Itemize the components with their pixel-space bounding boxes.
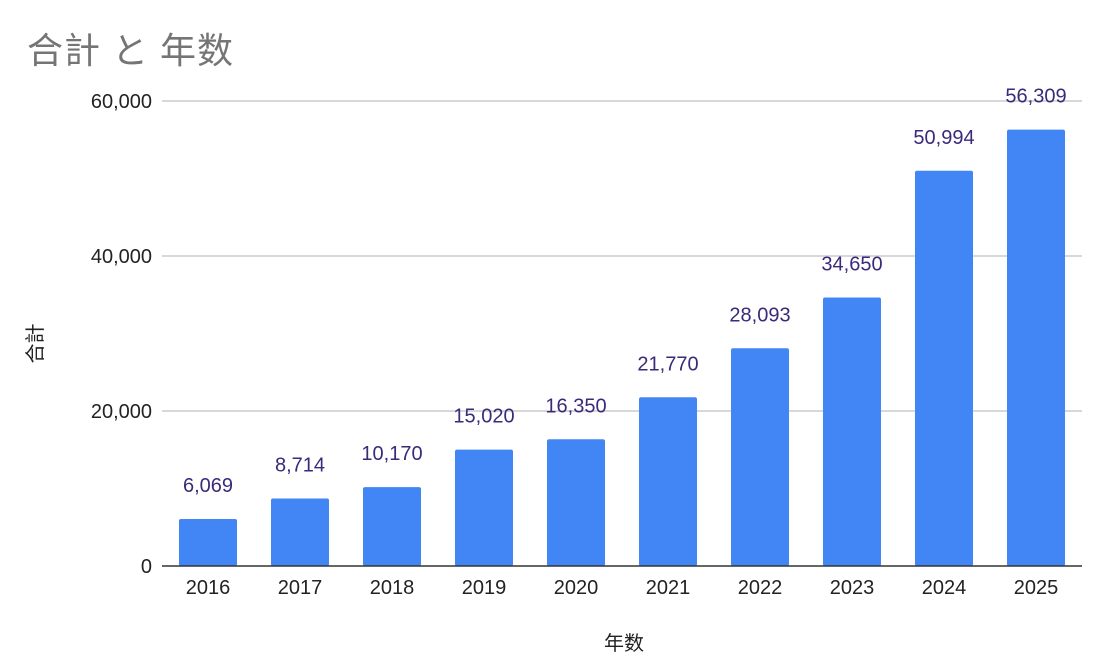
data-label: 10,170 [361,443,422,465]
bar [1007,129,1065,566]
y-axis-title: 合計 [24,324,47,364]
x-tick-label: 2022 [738,577,783,599]
bar [639,397,697,566]
data-label: 15,020 [453,406,514,428]
data-label: 16,350 [545,395,606,417]
bar [731,348,789,566]
x-axis-ticks: 2016 2017 2018 2019 2020 2021 2022 2023 2024 2025 [186,577,1059,599]
bar [179,518,237,566]
x-tick-label: 2023 [830,577,875,599]
y-tick-label: 60,000 [91,91,152,113]
bar [455,449,513,566]
y-axis-ticks: 0 20,000 40,000 60,000 [91,91,152,578]
data-label: 8,714 [275,454,325,476]
x-tick-label: 2019 [462,577,507,599]
y-tick-label: 40,000 [91,246,152,268]
bar [915,170,973,566]
x-tick-label: 2025 [1014,577,1059,599]
x-axis-title: 年数 [604,632,644,655]
bar [547,439,605,566]
x-tick-label: 2021 [646,577,691,599]
chart-title: 合計 と 年数 [27,30,235,71]
x-tick-label: 2016 [186,577,231,599]
data-label: 56,309 [1005,86,1066,108]
data-label: 50,994 [913,127,974,149]
data-label: 21,770 [637,353,698,375]
bar [271,498,329,566]
y-tick-label: 20,000 [91,401,152,423]
x-tick-label: 2017 [278,577,323,599]
bars [179,129,1065,566]
bar [823,297,881,566]
x-tick-label: 2018 [370,577,415,599]
data-label: 6,069 [183,475,233,497]
x-tick-label: 2024 [922,577,967,599]
data-label: 28,093 [729,304,790,326]
y-tick-label: 0 [141,556,152,578]
bar [363,487,421,566]
x-tick-label: 2020 [554,577,599,599]
data-labels: 6,069 8,714 10,170 15,020 16,350 21,770 28,093… [183,86,1067,497]
data-label: 34,650 [821,253,882,275]
